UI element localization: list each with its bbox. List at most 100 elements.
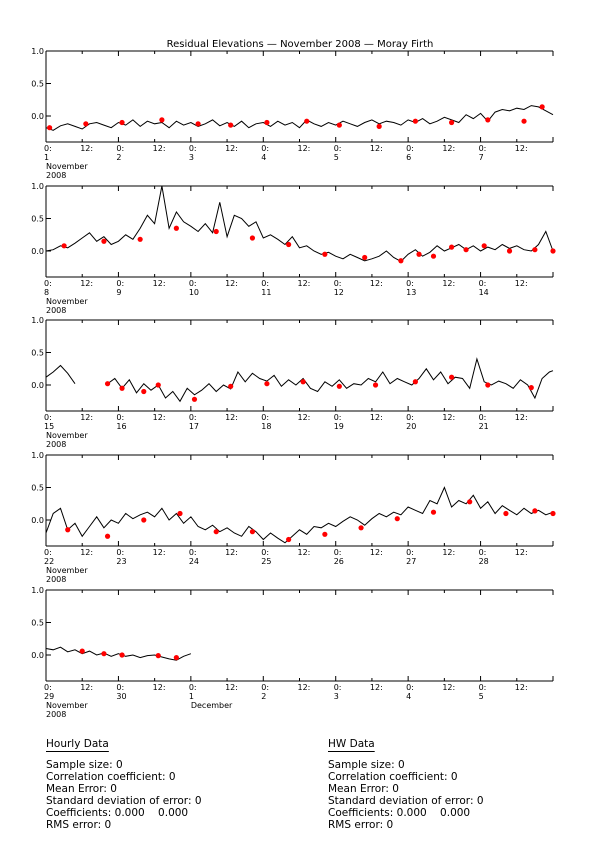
day-label: 5 [334, 153, 339, 162]
hw-std-error: Standard deviation of error: 0 [328, 795, 484, 807]
hw-marker [213, 529, 219, 535]
residual-line [45, 364, 76, 384]
hw-marker [101, 651, 107, 657]
y-tick-label: 1.0 [31, 451, 44, 460]
y-tick-label: 0.5 [31, 619, 44, 628]
hourly-heading: Hourly Data [46, 738, 109, 750]
day-label: 2 [261, 692, 266, 701]
hw-marker [228, 122, 234, 128]
residual-line [45, 185, 554, 263]
x-tick-label: 12: [298, 413, 311, 422]
hw-mean-error: Mean Error: 0 [328, 783, 399, 795]
hw-marker [449, 244, 455, 250]
hw-marker [416, 251, 422, 257]
year-label: 2008 [46, 440, 66, 449]
x-tick-label: 12: [80, 144, 93, 153]
x-tick-label: 0: [406, 279, 414, 288]
hourly-stats: Hourly Data Sample size: 0 Correlation c… [46, 738, 202, 831]
hw-marker [376, 123, 382, 129]
y-tick-label: 0.5 [31, 349, 44, 358]
x-tick-label: 0: [189, 548, 197, 557]
x-tick-label: 0: [334, 548, 342, 557]
y-tick-label: 1.0 [31, 586, 44, 595]
residual-line [45, 486, 554, 544]
day-label: 17 [189, 422, 199, 431]
x-tick-label: 12: [153, 413, 166, 422]
hw-marker [159, 117, 165, 123]
hourly-coefficients: Coefficients: 0.000 0.000 [46, 807, 189, 819]
x-tick-label: 0: [44, 548, 52, 557]
x-tick-label: 12: [370, 413, 383, 422]
y-tick-label: 0.0 [31, 651, 44, 660]
hw-marker [65, 527, 71, 533]
y-tick-label: 1.0 [31, 182, 44, 191]
y-tick-label: 1.0 [31, 47, 44, 56]
day-label: 10 [189, 288, 199, 297]
residual-panel-3: 1.0 0.5 0.0 0: 12: 0: 12: 0: 12: 0: 12: 0: 12: 0: 12: 0… [31, 316, 554, 449]
hw-marker [372, 382, 379, 388]
residual-line [45, 646, 192, 661]
hw-marker [249, 529, 256, 535]
day-label: 21 [479, 422, 489, 431]
y-tick-label: 0.0 [31, 381, 44, 390]
month-label: November [46, 297, 88, 306]
hw-marker [398, 258, 404, 264]
hw-marker [412, 379, 418, 385]
x-tick-label: 0: [116, 683, 124, 692]
hw-rms-error: RMS error: 0 [328, 819, 394, 831]
x-tick-label: 0: [261, 279, 269, 288]
day-label: 3 [189, 153, 194, 162]
day-label: 26 [334, 557, 344, 566]
hw-marker [104, 533, 111, 539]
hw-marker [195, 121, 201, 127]
hw-marker [173, 225, 179, 231]
x-tick-label: 0: [334, 413, 342, 422]
residual-panel-1: 1.0 0.5 0.0 0: 12: 0: 12: 0: 12: 0: 12: 0: 12: 0: 12: 0… [31, 47, 554, 180]
x-tick-label: 12: [298, 683, 311, 692]
x-tick-label: 0: [116, 413, 124, 422]
x-tick-label: 12: [515, 279, 528, 288]
hw-marker [503, 510, 509, 517]
x-tick-label: 12: [442, 279, 455, 288]
residual-panel-5: 1.0 0.5 0.0 0: 12: 0: 12: 0: 12: 0: 12: 0: 12: 0: 12: 0… [31, 586, 554, 719]
hw-marker [463, 247, 469, 253]
month-label: November [46, 566, 88, 575]
day-label: 15 [44, 422, 54, 431]
day-label: 18 [261, 422, 271, 431]
hw-marker [101, 238, 107, 244]
hw-marker [213, 228, 219, 235]
hw-correlation: Correlation coefficient: 0 [328, 771, 458, 783]
day-label: 22 [44, 557, 54, 566]
day-label: 1 [189, 692, 194, 701]
hw-marker [61, 243, 67, 249]
day-label: 24 [189, 557, 199, 566]
residual-panel-2: 1.0 0.5 0.0 0: 12: 0: 12: 0: 12: 0: 12: 0: 12: 0: 12: 0… [31, 182, 556, 315]
day-label: 1 [44, 153, 49, 162]
x-tick-label: 0: [479, 683, 487, 692]
hw-marker [322, 531, 328, 537]
hourly-sample-size: Sample size: 0 [46, 759, 123, 771]
x-tick-label: 0: [189, 413, 197, 422]
day-label: 16 [116, 422, 126, 431]
month-label: November [46, 431, 88, 440]
hw-marker [358, 525, 364, 531]
hw-marker [300, 379, 306, 385]
hw-marker [286, 241, 292, 248]
chart-title: Residual Elevations — November 2008 — Mo… [167, 39, 434, 50]
x-tick-label: 0: [261, 144, 269, 153]
day-label: 11 [261, 288, 271, 297]
hw-marker [141, 388, 147, 395]
x-tick-label: 12: [225, 413, 238, 422]
x-tick-label: 12: [80, 548, 93, 557]
x-tick-label: 12: [225, 548, 238, 557]
residual-line [45, 105, 554, 131]
hw-coefficients: Coefficients: 0.000 0.000 [328, 807, 471, 819]
hw-marker [506, 248, 513, 254]
x-tick-label: 0: [479, 413, 487, 422]
hw-sample-size: Sample size: 0 [328, 759, 405, 771]
x-tick-label: 12: [225, 144, 238, 153]
x-tick-label: 12: [442, 683, 455, 692]
day-label: 20 [406, 422, 416, 431]
x-tick-label: 12: [225, 279, 238, 288]
residual-panel-4: 1.0 0.5 0.0 0: 12: 0: 12: 0: 12: 0: 12: 0: 12: 0: 12: 0… [31, 451, 556, 584]
